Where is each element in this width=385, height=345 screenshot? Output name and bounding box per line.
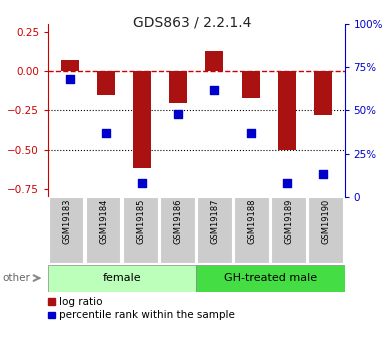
Text: GSM19189: GSM19189 xyxy=(285,199,293,244)
Bar xyxy=(61,60,79,71)
Text: GDS863 / 2.2.1.4: GDS863 / 2.2.1.4 xyxy=(133,16,252,30)
Bar xyxy=(48,298,55,305)
Text: GH-treated male: GH-treated male xyxy=(224,273,317,283)
Point xyxy=(211,87,218,92)
Text: GSM19183: GSM19183 xyxy=(62,199,71,244)
Point xyxy=(139,180,145,186)
Bar xyxy=(314,71,332,115)
Bar xyxy=(49,197,84,264)
Bar xyxy=(133,71,151,168)
Text: GSM19187: GSM19187 xyxy=(210,199,219,244)
Text: GSM19190: GSM19190 xyxy=(321,199,331,244)
Bar xyxy=(86,197,122,264)
Bar xyxy=(308,197,344,264)
Text: percentile rank within the sample: percentile rank within the sample xyxy=(59,310,235,320)
Text: other: other xyxy=(2,273,30,283)
Bar xyxy=(241,71,259,98)
Bar xyxy=(205,51,223,71)
Bar xyxy=(197,197,233,264)
Text: log ratio: log ratio xyxy=(59,297,102,307)
Bar xyxy=(48,312,55,318)
Point xyxy=(175,111,181,117)
Bar xyxy=(196,265,345,292)
Bar xyxy=(169,71,187,102)
Bar xyxy=(123,197,159,264)
Bar xyxy=(234,197,270,264)
Point xyxy=(284,180,290,186)
Text: female: female xyxy=(103,273,142,283)
Point xyxy=(248,130,254,136)
Point xyxy=(103,130,109,136)
Point xyxy=(320,171,326,177)
Text: GSM19186: GSM19186 xyxy=(173,199,182,244)
Text: GSM19185: GSM19185 xyxy=(136,199,145,244)
Text: GSM19184: GSM19184 xyxy=(99,199,108,244)
Bar xyxy=(278,71,296,150)
Bar xyxy=(48,265,196,292)
Bar xyxy=(271,197,307,264)
Bar xyxy=(97,71,115,95)
Text: GSM19188: GSM19188 xyxy=(248,199,256,244)
Bar xyxy=(160,197,196,264)
Point xyxy=(67,77,73,82)
